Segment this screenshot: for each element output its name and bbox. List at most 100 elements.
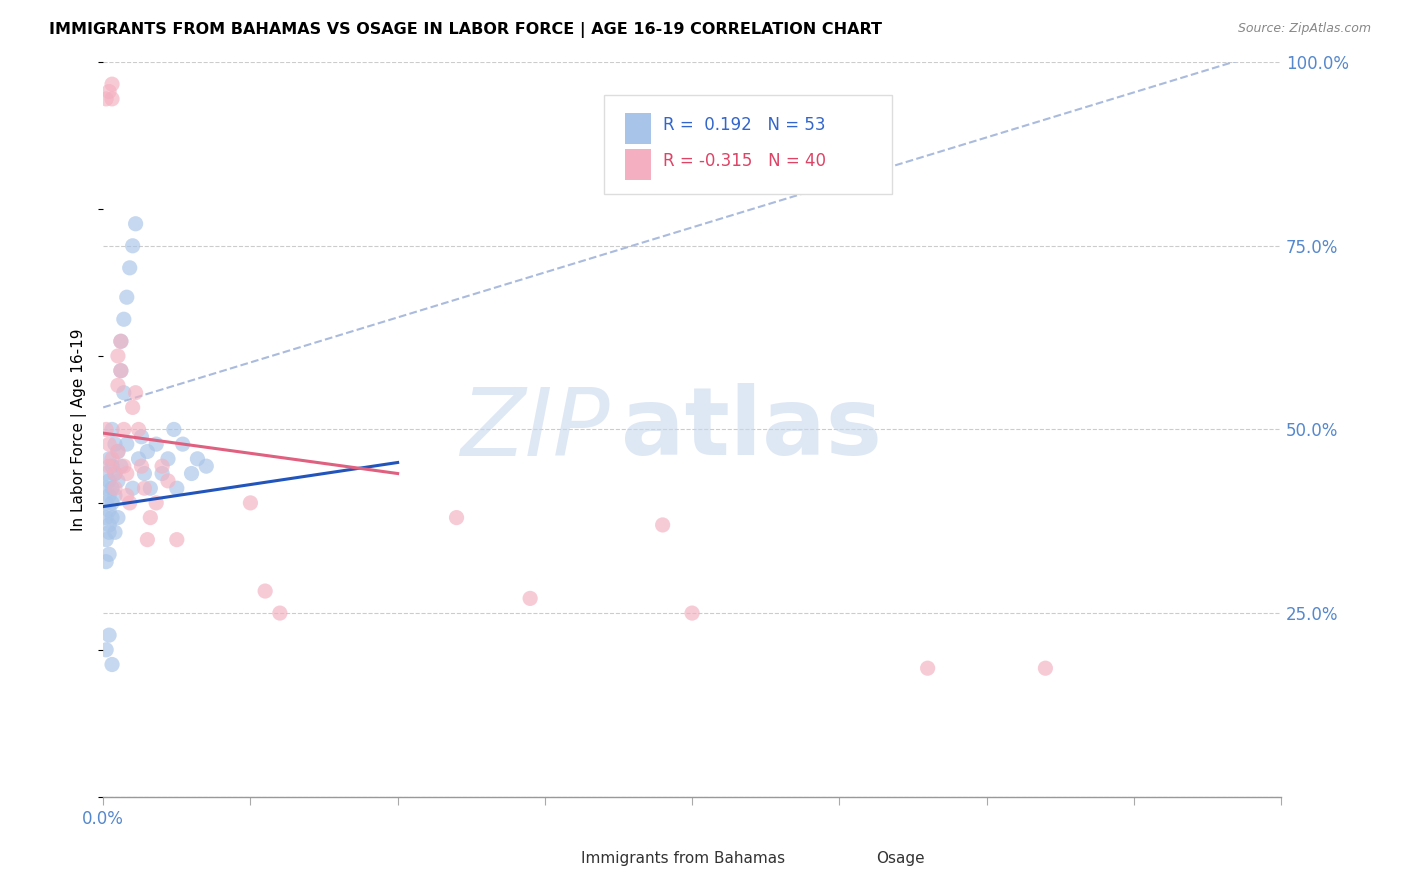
Point — [101, 510, 124, 524]
FancyBboxPatch shape — [624, 149, 651, 179]
Point — [519, 591, 541, 606]
Point — [98, 459, 121, 474]
Point — [118, 260, 141, 275]
Point — [96, 496, 118, 510]
Point — [101, 459, 124, 474]
Point — [172, 437, 194, 451]
Point — [446, 510, 468, 524]
Point — [131, 430, 153, 444]
Point — [101, 481, 124, 495]
Text: IMMIGRANTS FROM BAHAMAS VS OSAGE IN LABOR FORCE | AGE 16-19 CORRELATION CHART: IMMIGRANTS FROM BAHAMAS VS OSAGE IN LABO… — [49, 22, 882, 38]
Point — [124, 217, 146, 231]
Point — [98, 517, 121, 532]
Point — [98, 451, 121, 466]
Point — [101, 451, 124, 466]
Y-axis label: In Labor Force | Age 16-19: In Labor Force | Age 16-19 — [72, 328, 87, 531]
Point — [98, 525, 121, 540]
Point — [110, 334, 132, 349]
Point — [96, 92, 118, 106]
Point — [96, 533, 118, 547]
Point — [136, 444, 159, 458]
Point — [156, 451, 179, 466]
Text: R =  0.192   N = 53: R = 0.192 N = 53 — [662, 116, 825, 134]
Point — [107, 510, 129, 524]
Point — [150, 467, 173, 481]
Point — [269, 606, 291, 620]
Point — [110, 334, 132, 349]
Point — [681, 606, 703, 620]
Point — [101, 77, 124, 91]
Point — [101, 422, 124, 436]
Point — [121, 401, 143, 415]
Point — [96, 510, 118, 524]
Point — [128, 451, 150, 466]
Point — [104, 489, 127, 503]
Point — [96, 422, 118, 436]
Point — [115, 489, 138, 503]
Point — [107, 474, 129, 488]
Point — [107, 444, 129, 458]
Point — [163, 422, 186, 436]
Text: atlas: atlas — [621, 384, 883, 475]
Point — [139, 481, 162, 495]
Point — [104, 437, 127, 451]
Point — [254, 584, 277, 599]
Point — [115, 290, 138, 304]
Point — [101, 657, 124, 672]
Point — [186, 451, 208, 466]
Point — [150, 459, 173, 474]
Point — [166, 481, 188, 495]
Text: Immigrants from Bahamas: Immigrants from Bahamas — [581, 851, 785, 865]
Point — [166, 533, 188, 547]
Point — [104, 467, 127, 481]
Point — [96, 643, 118, 657]
Point — [107, 349, 129, 363]
Point — [131, 459, 153, 474]
Point — [239, 496, 262, 510]
Point — [101, 496, 124, 510]
Point — [128, 422, 150, 436]
Point — [98, 437, 121, 451]
Point — [98, 85, 121, 99]
Point — [917, 661, 939, 675]
Point — [104, 481, 127, 495]
Point — [1035, 661, 1057, 675]
Point — [115, 437, 138, 451]
Point — [112, 459, 135, 474]
Point — [121, 239, 143, 253]
FancyBboxPatch shape — [603, 95, 893, 194]
Point — [112, 422, 135, 436]
Point — [134, 467, 156, 481]
FancyBboxPatch shape — [534, 848, 574, 868]
Point — [104, 525, 127, 540]
Point — [98, 474, 121, 488]
Point — [107, 378, 129, 392]
Text: Source: ZipAtlas.com: Source: ZipAtlas.com — [1237, 22, 1371, 36]
Point — [110, 459, 132, 474]
Point — [112, 385, 135, 400]
Point — [180, 467, 202, 481]
Point — [145, 437, 167, 451]
Point — [136, 533, 159, 547]
Point — [101, 92, 124, 106]
Point — [96, 555, 118, 569]
Point — [124, 385, 146, 400]
Point — [121, 481, 143, 495]
Point — [98, 503, 121, 517]
Point — [195, 459, 218, 474]
Point — [107, 444, 129, 458]
Point — [118, 496, 141, 510]
Point — [145, 496, 167, 510]
Text: Osage: Osage — [876, 851, 925, 865]
Point — [156, 474, 179, 488]
Point — [112, 312, 135, 326]
Point — [98, 547, 121, 561]
FancyBboxPatch shape — [624, 112, 651, 144]
Point — [104, 467, 127, 481]
Point — [98, 489, 121, 503]
Point — [96, 467, 118, 481]
Point — [110, 364, 132, 378]
Text: R = -0.315   N = 40: R = -0.315 N = 40 — [662, 153, 825, 170]
Point — [115, 467, 138, 481]
Point — [134, 481, 156, 495]
